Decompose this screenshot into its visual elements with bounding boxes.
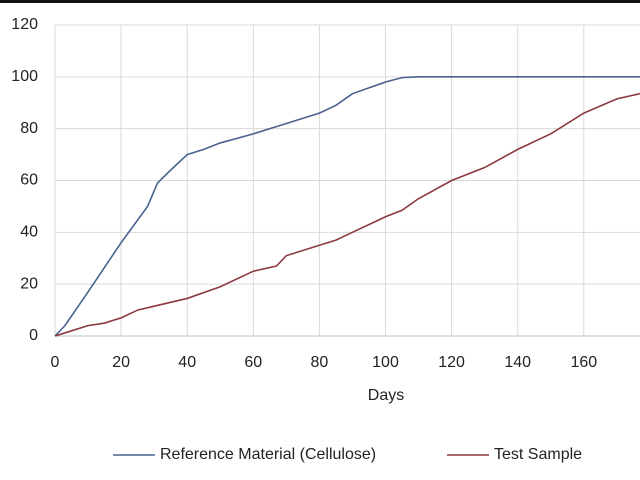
x-tick-label: 80 (311, 354, 329, 371)
x-tick-label: 140 (504, 354, 531, 371)
y-tick-label: 120 (11, 16, 38, 33)
x-axis-label: Days (368, 387, 404, 404)
x-tick-label: 100 (372, 354, 399, 371)
y-tick-label: 20 (20, 275, 38, 292)
top-border (0, 0, 640, 3)
x-tick-label: 40 (178, 354, 196, 371)
legend-label: Test Sample (494, 446, 582, 463)
y-tick-label: 40 (20, 224, 38, 241)
x-tick-label: 0 (51, 354, 60, 371)
x-tick-label: 60 (244, 354, 262, 371)
y-tick-label: 60 (20, 172, 38, 189)
x-tick-label: 20 (112, 354, 130, 371)
x-tick-label: 160 (570, 354, 597, 371)
y-tick-label: 100 (11, 68, 38, 85)
data-line (54, 92, 640, 337)
data-line (54, 76, 640, 337)
x-tick-label: 120 (438, 354, 465, 371)
legend-label: Reference Material (Cellulose) (160, 446, 376, 463)
y-tick-label: 0 (29, 327, 38, 344)
y-tick-label: 80 (20, 120, 38, 137)
